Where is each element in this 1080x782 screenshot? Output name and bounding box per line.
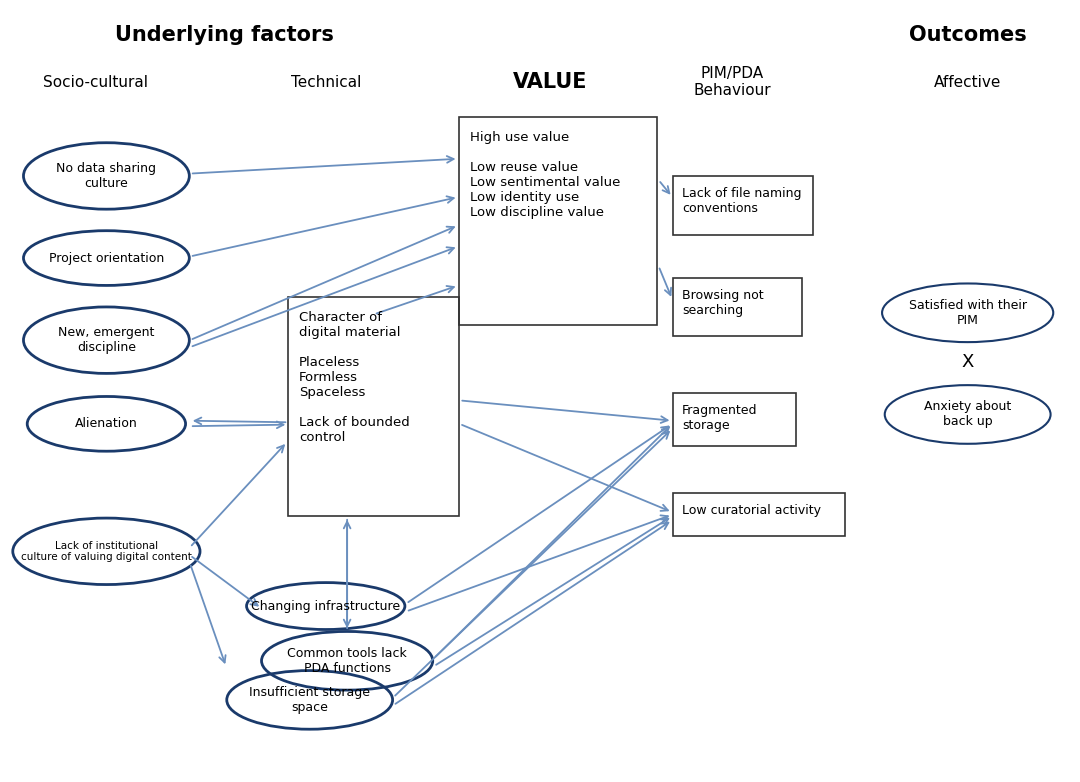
Text: Affective: Affective (934, 74, 1001, 90)
Text: Anxiety about
back up: Anxiety about back up (924, 400, 1011, 429)
Text: PIM/PDA
Behaviour: PIM/PDA Behaviour (693, 66, 771, 99)
Text: Common tools lack
PDA functions: Common tools lack PDA functions (287, 647, 407, 675)
Text: Socio-cultural: Socio-cultural (43, 74, 148, 90)
Text: Lack of file naming
conventions: Lack of file naming conventions (681, 187, 801, 215)
Text: Project orientation: Project orientation (49, 252, 164, 264)
Text: No data sharing
culture: No data sharing culture (56, 162, 157, 190)
Text: Outcomes: Outcomes (908, 25, 1026, 45)
Text: New, emergent
discipline: New, emergent discipline (58, 326, 154, 354)
Text: X: X (961, 353, 974, 371)
Text: Low curatorial activity: Low curatorial activity (681, 504, 821, 517)
Text: Technical: Technical (291, 74, 361, 90)
Text: Underlying factors: Underlying factors (114, 25, 334, 45)
Text: Fragmented
storage: Fragmented storage (681, 404, 757, 432)
Text: Character of
digital material

Placeless
Formless
Spaceless

Lack of bounded
con: Character of digital material Placeless … (299, 311, 409, 444)
Text: Alienation: Alienation (75, 418, 138, 430)
Text: VALUE: VALUE (513, 72, 588, 92)
Text: Satisfied with their
PIM: Satisfied with their PIM (908, 299, 1027, 327)
Text: Changing infrastructure: Changing infrastructure (252, 600, 401, 612)
Text: Insufficient storage
space: Insufficient storage space (249, 686, 370, 714)
Text: Lack of institutional
culture of valuing digital content: Lack of institutional culture of valuing… (21, 540, 192, 562)
Text: Browsing not
searching: Browsing not searching (681, 289, 764, 317)
Text: High use value

Low reuse value
Low sentimental value
Low identity use
Low disci: High use value Low reuse value Low senti… (470, 131, 621, 220)
